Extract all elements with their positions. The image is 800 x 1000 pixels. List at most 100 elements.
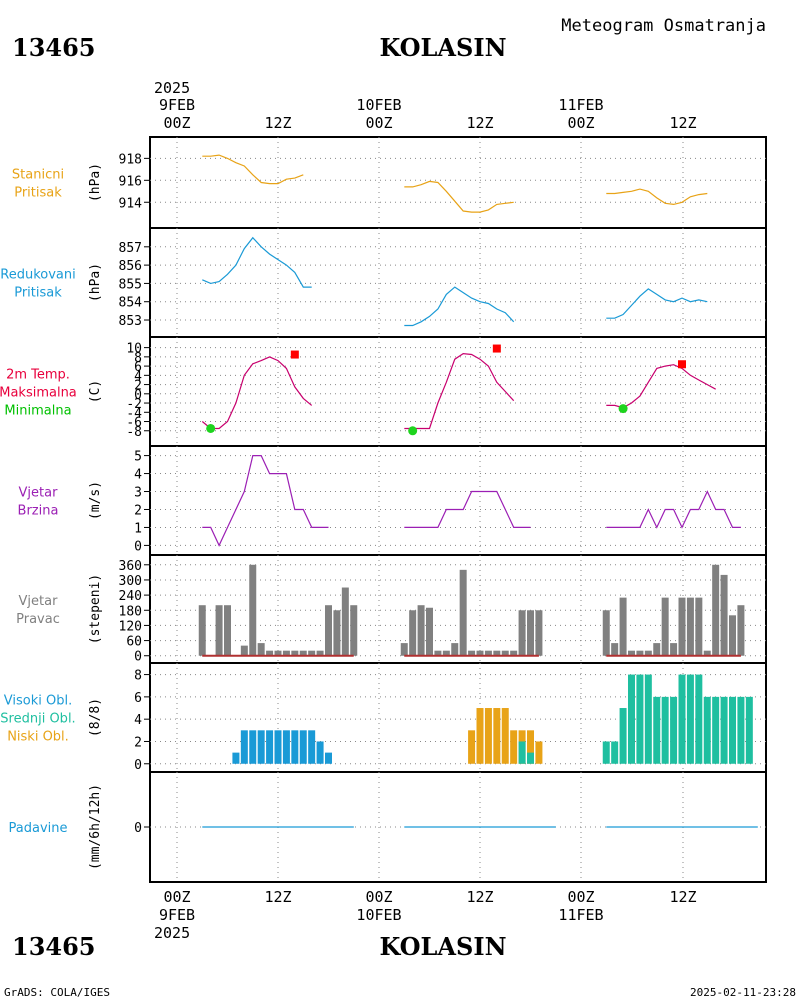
- ytick-label: 857: [119, 241, 142, 256]
- ytick-label: 4: [134, 369, 142, 384]
- ytick-label: 0: [134, 650, 142, 665]
- panel-label-line: Pritisak: [14, 286, 62, 301]
- series-line-1: [404, 352, 515, 430]
- bar-2-7: [661, 597, 669, 656]
- ylabel: (8/8): [88, 698, 103, 737]
- ytick-label: 8: [134, 351, 142, 366]
- bar-2-12: [703, 650, 711, 656]
- panel-3: 0 1 2 3 4 5 (m/s) Vjetar Brzina: [18, 445, 767, 556]
- bar-2-5: [644, 650, 652, 656]
- min-temp-marker-1: [408, 426, 418, 436]
- bar-0-5: [274, 730, 282, 764]
- bar-2-18: [737, 696, 745, 764]
- bar-1-4: [501, 708, 509, 764]
- panel-label-line: Vjetar: [19, 486, 59, 501]
- series-line-2: [606, 364, 716, 409]
- panels: 914916918(hPa)StanicniPritisak8538548558…: [0, 136, 767, 883]
- bar-0-10: [299, 650, 307, 656]
- bar-1-15: [527, 610, 534, 656]
- panel-1: 853 854 855 856 857 (hPa) Redukovani Pritisak: [0, 227, 767, 338]
- series-line-0: [202, 154, 304, 185]
- bar-1-2: [417, 605, 425, 656]
- station-name-bottom: KOLASIN: [379, 932, 506, 961]
- bar-0-11: [308, 650, 316, 656]
- station-id-top: 13465: [12, 33, 96, 62]
- bottom-year: 2025: [154, 924, 190, 942]
- bar-2-8: [653, 696, 661, 764]
- top-hour-1: 12Z: [264, 114, 291, 132]
- ytick-label: 0: [134, 821, 142, 836]
- ytick-label: 2: [134, 379, 142, 394]
- bar-0-1: [240, 730, 248, 764]
- panel-5: 0 2 4 6 8 (8/8) Visoki Obl. Srednji Obl. Niski O…: [0, 662, 767, 773]
- ylabel: (hPa): [88, 263, 103, 302]
- ylabel: (stepeni): [88, 574, 103, 644]
- ytick-label: 918: [119, 152, 142, 167]
- bottom-hour-0: 00Z: [163, 888, 190, 906]
- bar-0-0: [198, 605, 206, 656]
- panel-label-line: Padavine: [9, 821, 68, 836]
- bar-2-2: [602, 741, 610, 764]
- bottom-day-0: 9FEB: [159, 906, 195, 924]
- footer: 13465 KOLASIN GrADS: COLA/IGES 2025-02-1…: [4, 932, 796, 999]
- ytick-label: 0: [134, 388, 142, 403]
- top-hour-5: 12Z: [669, 114, 696, 132]
- ytick-label: 4: [134, 468, 142, 483]
- bottom-hour-3: 12Z: [466, 888, 493, 906]
- ytick-label: 0: [134, 758, 142, 773]
- top-day-2: 10FEB: [356, 96, 401, 114]
- bar-1-2: [484, 708, 492, 764]
- bar-2-19: [745, 696, 753, 764]
- ytick-label: 4: [134, 713, 142, 728]
- panel-0: 914 916 918 (hPa) Stanicni Pritisak: [12, 136, 767, 229]
- max-temp-marker-1: [492, 344, 501, 353]
- bar-0-12: [316, 650, 324, 656]
- bar-2-12: [686, 674, 694, 764]
- ytick-label: 914: [119, 196, 143, 211]
- ytick-label: 180: [119, 604, 142, 619]
- ytick-label: 916: [119, 174, 142, 189]
- bar-2-3: [628, 650, 635, 656]
- bar-1-11: [493, 650, 501, 656]
- bar-0-0: [232, 752, 240, 764]
- ytick-label: 2: [134, 503, 142, 518]
- bar-1-3: [493, 708, 501, 764]
- bottom-hour-2: 00Z: [365, 888, 392, 906]
- top-hour-2: 00Z: [365, 114, 392, 132]
- panel-label-line: Brzina: [18, 504, 59, 519]
- ytick-label: 3: [134, 486, 142, 501]
- bar-1-7: [459, 569, 467, 656]
- ytick-label: 854: [119, 296, 143, 311]
- ytick-label: 5: [134, 450, 142, 465]
- bar-0-3: [257, 730, 265, 764]
- bar-0-4: [266, 730, 274, 764]
- bar-1-1: [409, 610, 417, 656]
- ytick-label: 853: [119, 314, 142, 329]
- bar-2-4: [619, 708, 627, 764]
- bar-2-1: [611, 643, 619, 656]
- bar-1-7: [527, 730, 534, 764]
- ytick-label: -8: [126, 425, 142, 440]
- station-name-top: KOLASIN: [379, 33, 506, 62]
- bottom-hour-1: 12Z: [264, 888, 291, 906]
- ylabel: (hPa): [88, 163, 103, 202]
- bar-0-8: [282, 650, 290, 656]
- bar-2-14: [703, 696, 711, 764]
- ytick-label: 8: [134, 669, 142, 684]
- bar-0-5: [257, 643, 265, 656]
- panel-label-line: Niski Obl.: [7, 730, 69, 745]
- bar-1-13: [510, 650, 518, 656]
- bar-1-1: [476, 708, 484, 764]
- ytick-label: 856: [119, 259, 142, 274]
- bar-2-1: [527, 752, 534, 764]
- bar-0-1: [215, 605, 223, 656]
- ytick-label: 0: [134, 539, 142, 554]
- panel-6: 0 (mm/6h/12h) Padavine: [9, 771, 767, 883]
- bar-2-7: [644, 674, 652, 764]
- bar-1-9: [476, 650, 484, 656]
- bar-2-5: [628, 674, 635, 764]
- top-year: 2025: [154, 79, 190, 97]
- bar-2-9: [661, 696, 669, 764]
- ytick-label: 855: [119, 277, 142, 292]
